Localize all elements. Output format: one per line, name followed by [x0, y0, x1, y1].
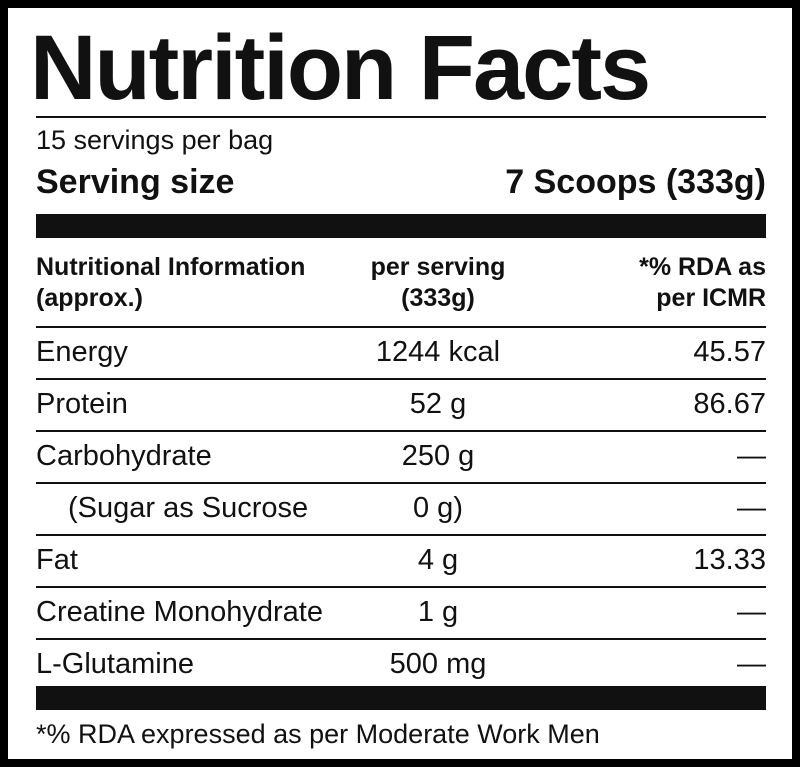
column-header-per-serving: per serving (333g) [348, 252, 528, 315]
nutrient-rda: — [737, 648, 766, 680]
table-row-glutamine: L-Glutamine 500 mg — [36, 640, 766, 690]
nutrient-name: L-Glutamine [36, 648, 194, 680]
nutrient-rda: — [737, 440, 766, 472]
column-header-rda-line1: *% RDA as [639, 253, 766, 281]
table-row-creatine: Creatine Monohydrate 1 g — [36, 588, 766, 638]
row-divider [36, 378, 766, 380]
title-divider [36, 116, 766, 118]
nutrient-per-serving: 0 g) [413, 492, 463, 524]
nutrient-rda: — [737, 492, 766, 524]
nutrient-rda: — [737, 596, 766, 628]
thick-divider-bottom [36, 686, 766, 710]
row-divider [36, 586, 766, 588]
column-header-per-serving-line1: per serving [370, 253, 506, 281]
nutrient-rda: 86.67 [693, 388, 766, 420]
nutrient-per-serving: 1244 kcal [375, 336, 501, 368]
serving-size-value: 7 Scoops (333g) [505, 163, 766, 201]
table-row-sugar: (Sugar as Sucrose 0 g) — [36, 484, 766, 534]
nutrient-name: Energy [36, 336, 128, 368]
nutrient-per-serving: 1 g [417, 596, 459, 628]
row-divider [36, 534, 766, 536]
nutrient-name: Carbohydrate [36, 440, 212, 472]
column-header-nutrient-line2: (approx.) [36, 284, 143, 313]
column-header-nutrient: Nutritional Information (approx.) [36, 252, 305, 315]
nutrient-name: Protein [36, 388, 128, 420]
table-row-protein: Protein 52 g 86.67 [36, 380, 766, 430]
column-header-per-serving-line2: (333g) [401, 284, 475, 313]
table-row-energy: Energy 1244 kcal 45.57 [36, 328, 766, 378]
nutrient-name: Creatine Monohydrate [36, 596, 323, 628]
nutrient-per-serving: 250 g [401, 440, 475, 472]
row-divider [36, 430, 766, 432]
row-divider [36, 482, 766, 484]
column-header-rda-line2: per ICMR [656, 284, 766, 313]
header-divider [36, 326, 766, 328]
column-header-rda: *% RDA as per ICMR [566, 252, 766, 315]
column-header-nutrient-line1: Nutritional Information [36, 253, 306, 281]
servings-per-container: 15 servings per bag [36, 125, 274, 155]
row-divider [36, 638, 766, 640]
nutrition-facts-label: Nutrition Facts 15 servings per bag Serv… [8, 8, 792, 759]
table-row-fat: Fat 4 g 13.33 [36, 536, 766, 586]
nutrient-name: Fat [36, 544, 78, 576]
nutrient-rda: 13.33 [693, 544, 766, 576]
thick-divider-top [36, 214, 766, 238]
table-row-carbohydrate: Carbohydrate 250 g — [36, 432, 766, 482]
label-title: Nutrition Facts [30, 17, 651, 119]
nutrient-rda: 45.57 [693, 336, 766, 368]
nutrient-per-serving: 52 g [409, 388, 467, 420]
nutrient-per-serving: 500 mg [389, 648, 487, 680]
nutrient-name: (Sugar as Sucrose [68, 492, 309, 524]
rda-footnote: *% RDA expressed as per Moderate Work Me… [36, 719, 600, 749]
nutrient-per-serving: 4 g [417, 544, 459, 576]
serving-size-label: Serving size [36, 163, 235, 201]
